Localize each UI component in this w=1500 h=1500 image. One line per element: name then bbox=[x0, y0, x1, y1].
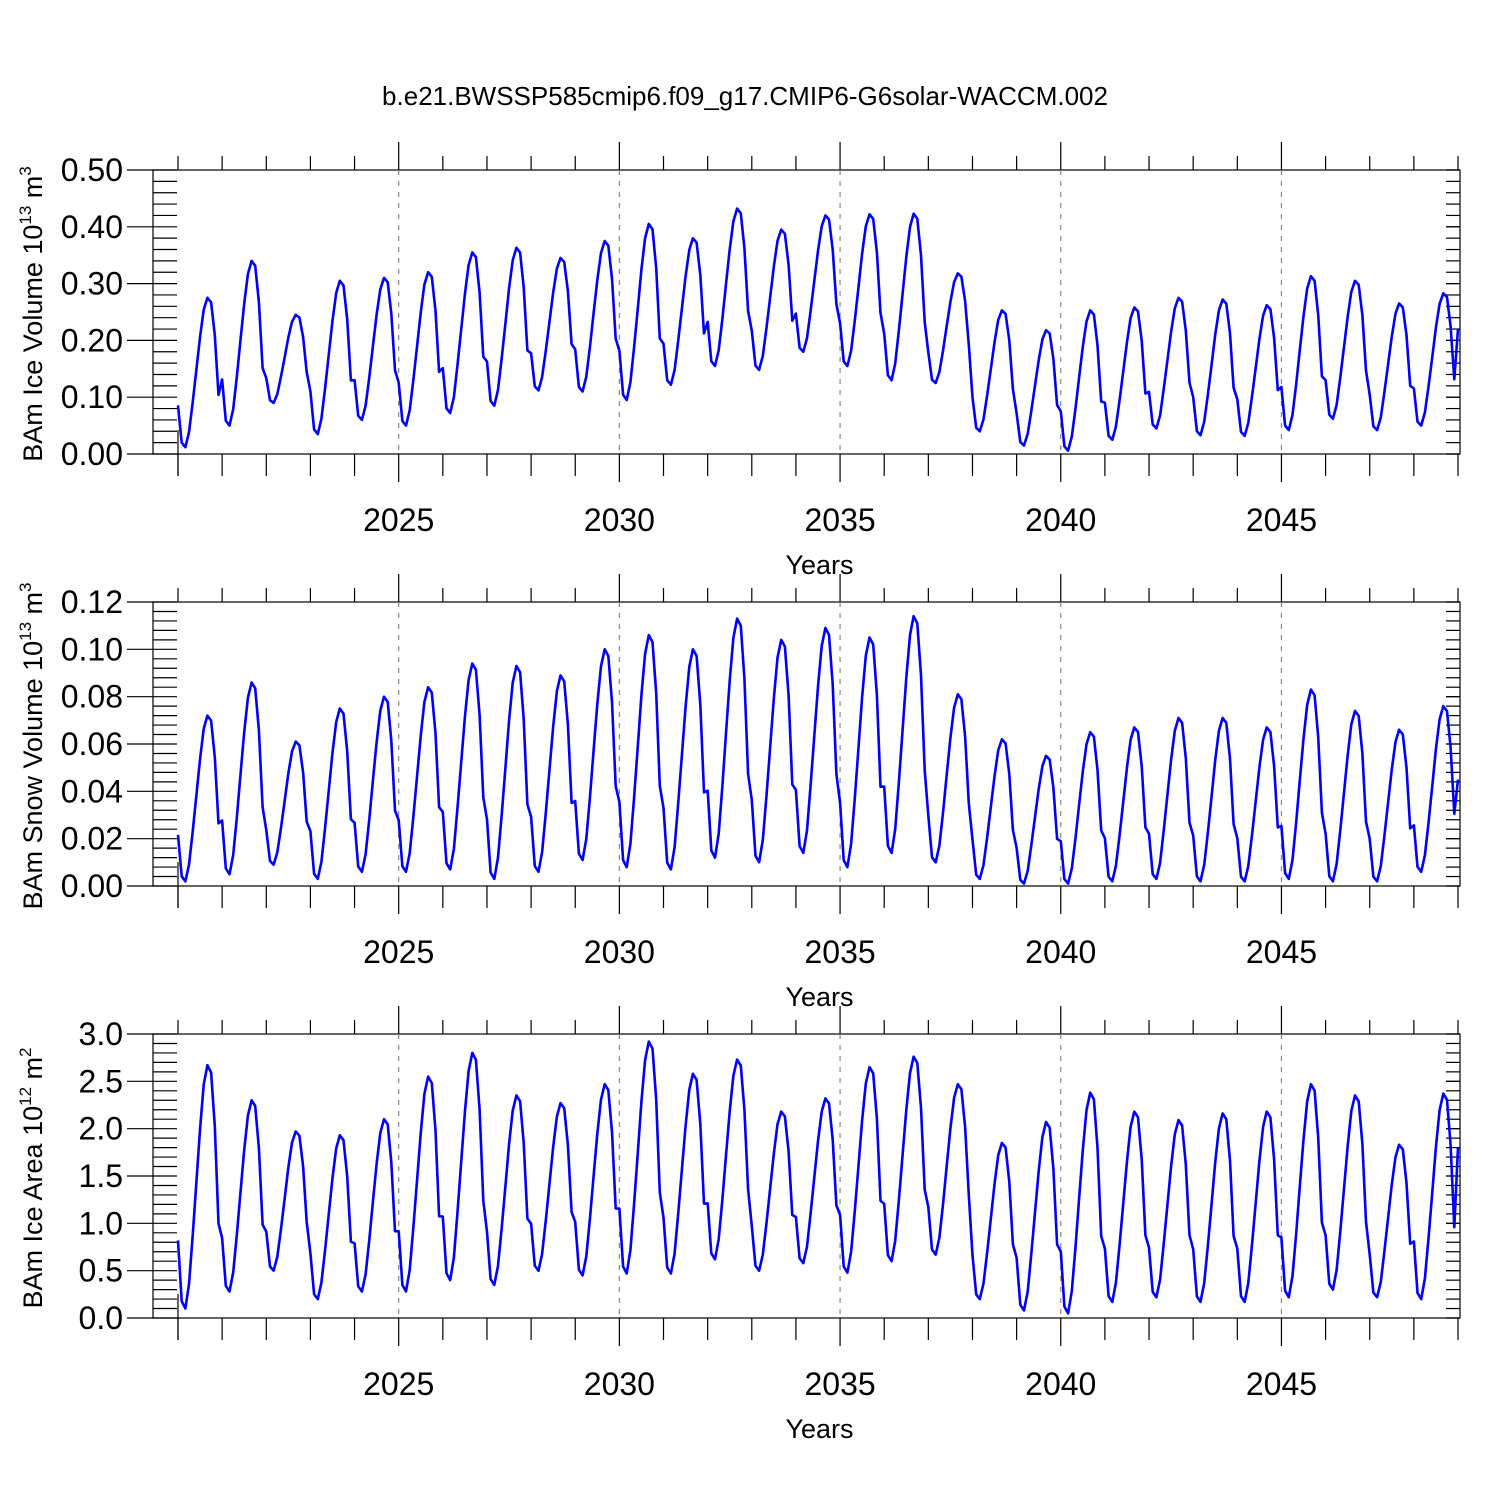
y-tick-label: 1.0 bbox=[79, 1205, 123, 1241]
ticks bbox=[127, 1006, 1460, 1346]
x-tick-label: 2045 bbox=[1246, 1366, 1317, 1402]
y-tick-label: 0.12 bbox=[61, 584, 123, 620]
y-axis-label: BAm Ice Area 1012 m2 bbox=[16, 1048, 48, 1309]
x-tick-label: 2030 bbox=[584, 934, 655, 970]
y-tick-label: 0.04 bbox=[61, 773, 123, 809]
y-tick-label: 0.00 bbox=[61, 436, 123, 472]
x-tick-label: 2030 bbox=[584, 502, 655, 538]
x-tick-label: 2035 bbox=[804, 502, 875, 538]
x-tick-labels: 2025 2030 2035 2040 2045 bbox=[363, 1366, 1317, 1402]
x-tick-label: 2035 bbox=[804, 934, 875, 970]
x-tick-label: 2040 bbox=[1025, 934, 1096, 970]
x-tick-label: 2035 bbox=[804, 1366, 875, 1402]
y-tick-label: 1.5 bbox=[79, 1158, 123, 1194]
y-tick-label: 0.20 bbox=[61, 322, 123, 358]
y-tick-label: 0.5 bbox=[79, 1253, 123, 1289]
x-axis-label: Years bbox=[785, 982, 853, 1012]
x-grid bbox=[398, 1034, 1283, 1318]
y-tick-label: 0.06 bbox=[61, 726, 123, 762]
y-tick-label: 2.0 bbox=[79, 1111, 123, 1147]
x-tick-labels: 2025 2030 2035 2040 2045 bbox=[363, 502, 1317, 538]
y-tick-label: 3.0 bbox=[79, 1016, 123, 1052]
y-tick-label: 0.30 bbox=[61, 266, 123, 302]
panel-ice-volume: 0.00 0.10 0.20 0.30 0.40 0.50 2025 2030 2035 204… bbox=[16, 142, 1461, 580]
y-tick-label: 0.02 bbox=[61, 821, 123, 857]
ticks bbox=[127, 142, 1460, 482]
y-tick-label: 0.10 bbox=[61, 631, 123, 667]
x-tick-label: 2045 bbox=[1246, 934, 1317, 970]
y-axis-label: BAm Ice Volume 1013 m3 bbox=[16, 166, 48, 462]
plot-frame bbox=[152, 1033, 1461, 1319]
x-tick-label: 2040 bbox=[1025, 1366, 1096, 1402]
x-tick-label: 2045 bbox=[1246, 502, 1317, 538]
y-tick-labels: 0.00 0.10 0.20 0.30 0.40 0.50 bbox=[61, 152, 123, 472]
x-grid bbox=[398, 602, 1283, 886]
y-tick-label: 2.5 bbox=[79, 1063, 123, 1099]
panel-snow-volume: 0.00 0.02 0.04 0.06 0.08 0.10 0.12 2025 2030 203… bbox=[16, 574, 1461, 1012]
x-tick-label: 2025 bbox=[363, 1366, 434, 1402]
ice-volume-line bbox=[176, 207, 1460, 452]
x-axis-label: Years bbox=[785, 1414, 853, 1444]
plot-frame bbox=[152, 169, 1461, 455]
y-tick-label: 0.00 bbox=[61, 868, 123, 904]
x-tick-labels: 2025 2030 2035 2040 2045 bbox=[363, 934, 1317, 970]
y-tick-labels: 0.00 0.02 0.04 0.06 0.08 0.10 0.12 bbox=[61, 584, 123, 904]
x-grid bbox=[398, 170, 1283, 454]
ice-area-line bbox=[176, 1040, 1460, 1315]
x-axis-label: Years bbox=[785, 550, 853, 580]
y-tick-labels: 0.0 0.5 1.0 1.5 2.0 2.5 3.0 bbox=[79, 1016, 123, 1336]
x-tick-label: 2030 bbox=[584, 1366, 655, 1402]
panel-ice-area: 0.00.51.01.52.02.53.0 2025 2030 2035 2040 20… bbox=[16, 1006, 1461, 1444]
snow-volume-line bbox=[176, 614, 1460, 885]
figure-title: b.e21.BWSSP585cmip6.f09_g17.CMIP6-G6sola… bbox=[382, 81, 1108, 111]
y-axis-label: BAm Snow Volume 1013 m3 bbox=[16, 582, 48, 909]
ticks bbox=[127, 574, 1460, 914]
y-tick-label: 0.40 bbox=[61, 209, 123, 245]
y-tick-label: 0.0 bbox=[79, 1300, 123, 1336]
y-tick-label: 0.10 bbox=[61, 379, 123, 415]
plot-frame bbox=[152, 601, 1461, 887]
y-tick-label: 0.08 bbox=[61, 679, 123, 715]
y-tick-label: 0.50 bbox=[61, 152, 123, 188]
x-tick-label: 2040 bbox=[1025, 502, 1096, 538]
x-tick-label: 2025 bbox=[363, 934, 434, 970]
x-tick-label: 2025 bbox=[363, 502, 434, 538]
